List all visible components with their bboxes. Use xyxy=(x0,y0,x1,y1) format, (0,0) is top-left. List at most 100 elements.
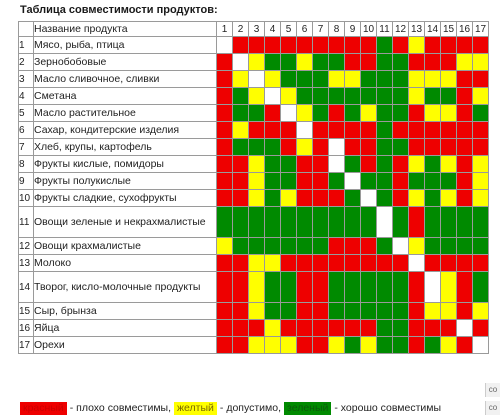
compatibility-cell xyxy=(296,155,313,173)
compatibility-cell xyxy=(344,104,361,122)
compatibility-cell xyxy=(408,138,425,156)
compatibility-cell xyxy=(280,172,297,190)
row-product-name: Фрукты сладкие, сухофрукты xyxy=(33,189,217,207)
compatibility-cell xyxy=(312,254,329,272)
compatibility-cell xyxy=(280,155,297,173)
row-product-name: Масло сливочное, сливки xyxy=(33,70,217,88)
compatibility-cell xyxy=(344,70,361,88)
compatibility-cell xyxy=(312,319,329,337)
table-row: 7 Хлеб, крупы, картофель xyxy=(18,138,489,156)
compatibility-cell xyxy=(376,155,393,173)
compatibility-cell xyxy=(376,189,393,207)
compatibility-cell xyxy=(312,172,329,190)
compatibility-cell xyxy=(408,302,425,320)
column-header: 11 xyxy=(376,21,393,37)
compatibility-cell xyxy=(456,172,473,190)
compatibility-cell xyxy=(296,172,313,190)
compatibility-cell xyxy=(440,254,457,272)
compatibility-cell xyxy=(424,138,441,156)
compatibility-cell xyxy=(312,336,329,354)
column-header: 5 xyxy=(280,21,297,37)
compatibility-cell xyxy=(344,155,361,173)
compatibility-cell xyxy=(328,254,345,272)
table-row: 13 Молоко xyxy=(18,254,489,272)
compatibility-cell xyxy=(264,254,281,272)
compatibility-cell xyxy=(392,189,409,207)
compatibility-cell xyxy=(232,336,249,354)
compatibility-cell xyxy=(408,121,425,139)
compatibility-cell xyxy=(248,336,265,354)
edge-widget-bottom[interactable]: co xyxy=(485,401,500,415)
compatibility-cell xyxy=(440,87,457,105)
compatibility-cell xyxy=(440,336,457,354)
compatibility-cell xyxy=(216,237,233,255)
compatibility-cell xyxy=(232,189,249,207)
compatibility-cell xyxy=(216,302,233,320)
row-number: 16 xyxy=(18,319,34,337)
compatibility-cell xyxy=(312,189,329,207)
compatibility-cell xyxy=(456,254,473,272)
compatibility-cell xyxy=(376,121,393,139)
compatibility-cell xyxy=(296,271,313,303)
compatibility-cell xyxy=(456,36,473,54)
compatibility-cell xyxy=(264,271,281,303)
compatibility-cell xyxy=(376,36,393,54)
compatibility-cell xyxy=(312,206,329,238)
compatibility-cell xyxy=(328,302,345,320)
row-number: 4 xyxy=(18,87,34,105)
compatibility-cell xyxy=(312,138,329,156)
compatibility-cell xyxy=(344,254,361,272)
compatibility-cell xyxy=(344,87,361,105)
row-number: 1 xyxy=(18,36,34,54)
legend: красный - плохо совместимы, желтый - доп… xyxy=(20,401,444,415)
row-number: 2 xyxy=(18,53,34,71)
table-row: 5 Масло растительное xyxy=(18,104,489,122)
compatibility-cell xyxy=(472,104,489,122)
compatibility-cell xyxy=(408,70,425,88)
compatibility-cell xyxy=(264,336,281,354)
compatibility-cell xyxy=(360,36,377,54)
compatibility-cell xyxy=(264,53,281,71)
compatibility-table: Название продукта 1 2 3 4 5 6 7 8 9 10 11 12 13 14 15 1… xyxy=(18,21,489,354)
row-product-name: Овощи крахмалистые xyxy=(33,237,217,255)
compatibility-cell xyxy=(376,172,393,190)
compatibility-cell xyxy=(440,70,457,88)
compatibility-cell xyxy=(472,53,489,71)
compatibility-cell xyxy=(392,237,409,255)
compatibility-cell xyxy=(232,36,249,54)
column-header: 14 xyxy=(424,21,441,37)
compatibility-cell xyxy=(296,70,313,88)
compatibility-cell xyxy=(312,271,329,303)
compatibility-cell xyxy=(280,138,297,156)
table-row: 4 Сметана xyxy=(18,87,489,105)
compatibility-cell xyxy=(312,155,329,173)
compatibility-cell xyxy=(344,302,361,320)
compatibility-cell xyxy=(344,138,361,156)
compatibility-cell xyxy=(232,104,249,122)
compatibility-cell xyxy=(264,36,281,54)
compatibility-cell xyxy=(408,254,425,272)
edge-widget-top[interactable]: co xyxy=(485,383,500,397)
compatibility-cell xyxy=(376,104,393,122)
compatibility-cell xyxy=(264,237,281,255)
compatibility-cell xyxy=(472,189,489,207)
compatibility-cell xyxy=(440,138,457,156)
column-header: 1 xyxy=(216,21,233,37)
compatibility-cell xyxy=(232,302,249,320)
column-header: 2 xyxy=(232,21,249,37)
compatibility-cell xyxy=(296,254,313,272)
compatibility-cell xyxy=(360,172,377,190)
compatibility-cell xyxy=(376,70,393,88)
table-row: 1 Мясо, рыба, птица xyxy=(18,36,489,54)
compatibility-cell xyxy=(392,254,409,272)
compatibility-cell xyxy=(376,336,393,354)
compatibility-cell xyxy=(280,237,297,255)
row-product-name: Творог, кисло-молочные продукты xyxy=(33,271,217,303)
column-header: 8 xyxy=(328,21,345,37)
column-header: 17 xyxy=(472,21,489,37)
compatibility-cell xyxy=(472,155,489,173)
compatibility-cell xyxy=(408,189,425,207)
compatibility-cell xyxy=(328,155,345,173)
compatibility-cell xyxy=(296,121,313,139)
compatibility-cell xyxy=(280,36,297,54)
